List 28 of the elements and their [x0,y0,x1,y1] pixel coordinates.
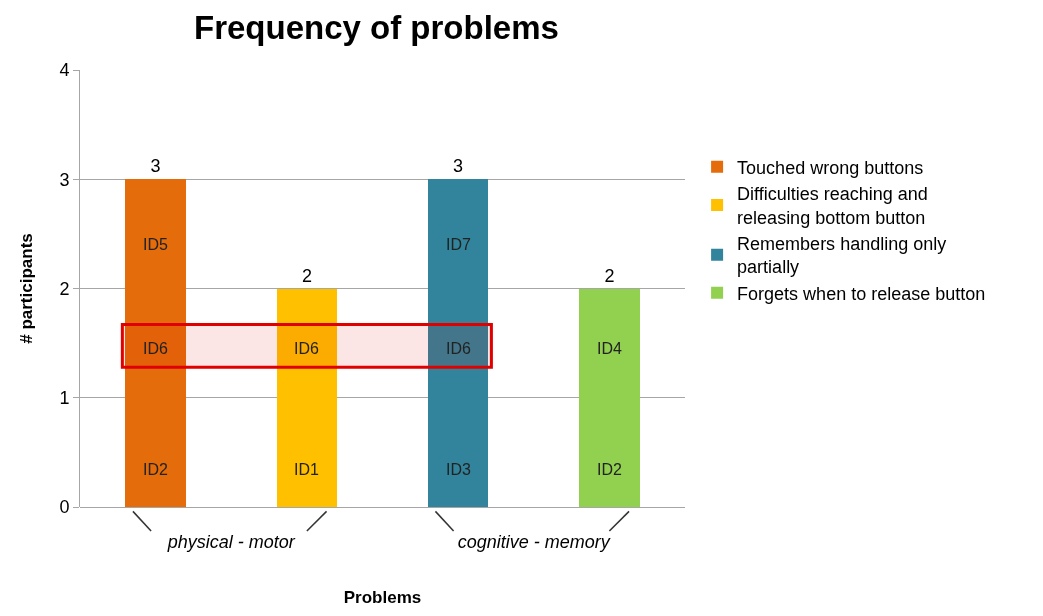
annotation: ID2 [143,461,168,478]
data-label: 2 [301,266,313,286]
annotation: ID1 [294,461,319,478]
y-tick-label: 0 [59,497,70,518]
legend-label: Difficulties reaching and releasing bottom button [737,184,928,228]
data-label: 2 [604,266,615,286]
x-axis-title: Problems [343,588,422,608]
annotation: ID6 [446,340,471,357]
data-label: 3 [150,156,161,176]
y-tick-label: 4 [59,60,70,81]
legend-label: Forgets when to release button [737,283,986,304]
data-label: 3 [452,156,464,176]
x-tick-label: cognitive - memory [457,532,611,552]
annotation: ID4 [597,340,622,357]
x-tick-label: physical - motor [166,532,296,552]
annotation: ID6 [294,340,319,357]
annotation: ID7 [446,236,471,253]
annotation: ID5 [143,236,168,253]
annotation: ID6 [143,340,168,357]
chart-title: Frequency of problems [194,8,559,46]
y-axis-title: # participants [16,233,36,344]
legend-label: Remembers handling only partially [737,234,947,278]
y-tick-label: 3 [59,169,70,190]
legend-label: Touched wrong buttons [737,157,924,178]
y-tick-label: 2 [59,278,70,299]
y-tick-label: 1 [59,388,70,409]
annotation: ID2 [597,461,622,478]
annotation: ID3 [446,461,471,478]
